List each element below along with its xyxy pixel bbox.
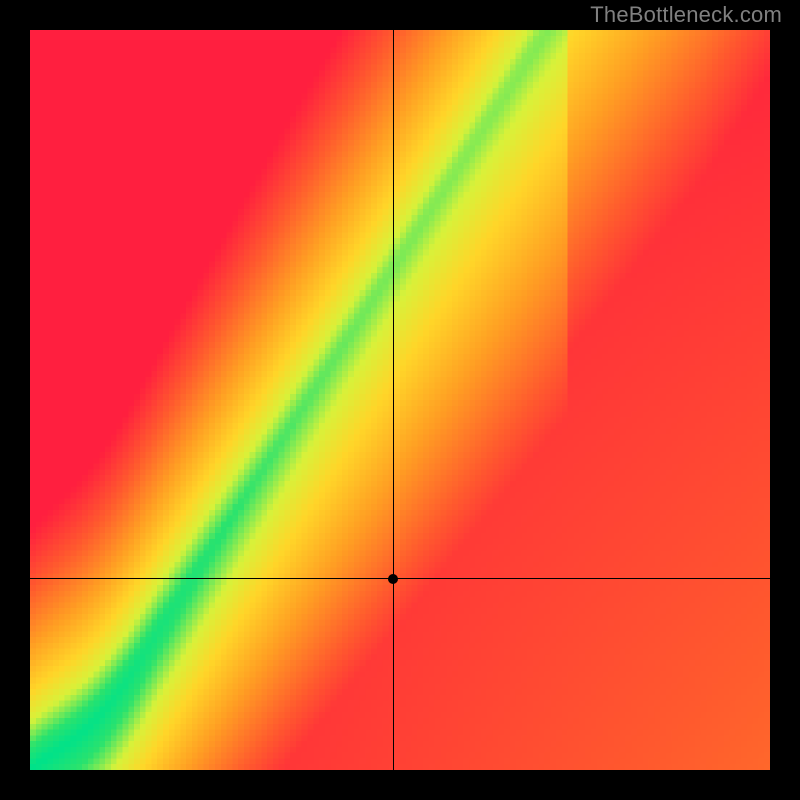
bottleneck-heatmap xyxy=(30,30,770,770)
plot-area xyxy=(30,30,770,770)
selection-marker xyxy=(388,574,398,584)
chart-stage: TheBottleneck.com xyxy=(0,0,800,800)
crosshair-vertical xyxy=(393,30,394,770)
crosshair-horizontal xyxy=(30,578,770,579)
watermark-label: TheBottleneck.com xyxy=(590,2,782,28)
